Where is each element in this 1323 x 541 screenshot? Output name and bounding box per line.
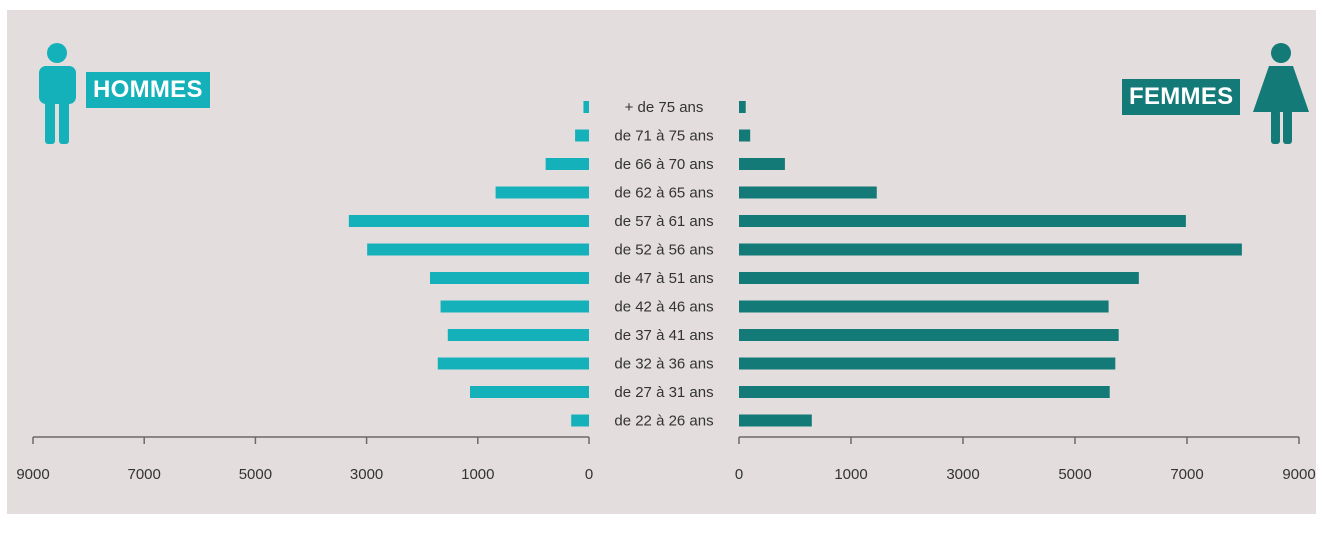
men-bar xyxy=(440,300,589,313)
women-bar xyxy=(739,300,1109,313)
men-bar xyxy=(437,357,589,370)
men-axis-tick-label: 7000 xyxy=(128,466,161,483)
women-axis-tick-label: 5000 xyxy=(1058,466,1091,483)
women-axis-tick-label: 1000 xyxy=(834,466,867,483)
women-axis-tick-label: 3000 xyxy=(946,466,979,483)
women-axis-tick-label: 0 xyxy=(735,466,743,483)
man-icon xyxy=(39,43,76,144)
age-group-label: de 27 à 31 ans xyxy=(614,384,713,401)
men-bars xyxy=(348,101,589,427)
age-group-label: de 37 à 41 ans xyxy=(614,327,713,344)
women-axis-tick-label: 9000 xyxy=(1282,466,1315,483)
women-bar xyxy=(739,243,1242,256)
women-bar xyxy=(739,158,785,170)
women-bar xyxy=(739,215,1186,227)
women-bar xyxy=(739,329,1119,341)
women-bar xyxy=(739,129,751,142)
age-group-label: de 22 à 26 ans xyxy=(614,413,713,430)
age-group-label: de 47 à 51 ans xyxy=(614,270,713,287)
men-bar xyxy=(495,186,589,199)
age-group-label: de 71 à 75 ans xyxy=(614,128,713,145)
age-group-label: de 52 à 56 ans xyxy=(614,242,713,259)
age-group-label: de 62 à 65 ans xyxy=(614,185,713,202)
chart-background xyxy=(7,10,1316,514)
men-bar xyxy=(583,101,589,113)
men-bar xyxy=(545,158,589,170)
men-bar xyxy=(470,386,589,398)
men-bar xyxy=(571,414,589,427)
women-axis-tick-label: 7000 xyxy=(1170,466,1203,483)
age-group-labels: + de 75 ans de 71 à 75 ans de 66 à 70 ans d… xyxy=(614,99,713,430)
women-legend-label: FEMMES xyxy=(1122,79,1241,115)
men-bar xyxy=(348,215,589,227)
men-bar xyxy=(575,129,589,142)
age-group-label: + de 75 ans xyxy=(625,99,704,116)
women-bar xyxy=(739,101,746,113)
age-group-label: de 66 à 70 ans xyxy=(614,156,713,173)
men-axis-tick-label: 1000 xyxy=(461,466,494,483)
woman-icon xyxy=(1253,43,1309,144)
men-axis-tick-label: 0 xyxy=(585,466,593,483)
men-bar xyxy=(367,243,589,256)
age-group-label: de 42 à 46 ans xyxy=(614,299,713,316)
women-bar xyxy=(739,357,1116,370)
age-group-label: de 32 à 36 ans xyxy=(614,356,713,373)
men-legend-label: HOMMES xyxy=(86,72,210,108)
men-bar xyxy=(447,329,589,341)
men-axis-tick-label: 9000 xyxy=(16,466,49,483)
age-group-label: de 57 à 61 ans xyxy=(614,213,713,230)
axes: 9000 7000 5000 3000 1000 0 0 1000 3000 5000 7000 90… xyxy=(16,436,1316,483)
women-bar xyxy=(739,386,1110,398)
women-bar xyxy=(739,272,1139,284)
women-bars xyxy=(739,101,1242,427)
men-axis-tick-label: 3000 xyxy=(350,466,383,483)
women-bar xyxy=(739,414,812,427)
men-bar xyxy=(429,272,589,284)
women-bar xyxy=(739,186,877,199)
men-axis-tick-label: 5000 xyxy=(239,466,272,483)
